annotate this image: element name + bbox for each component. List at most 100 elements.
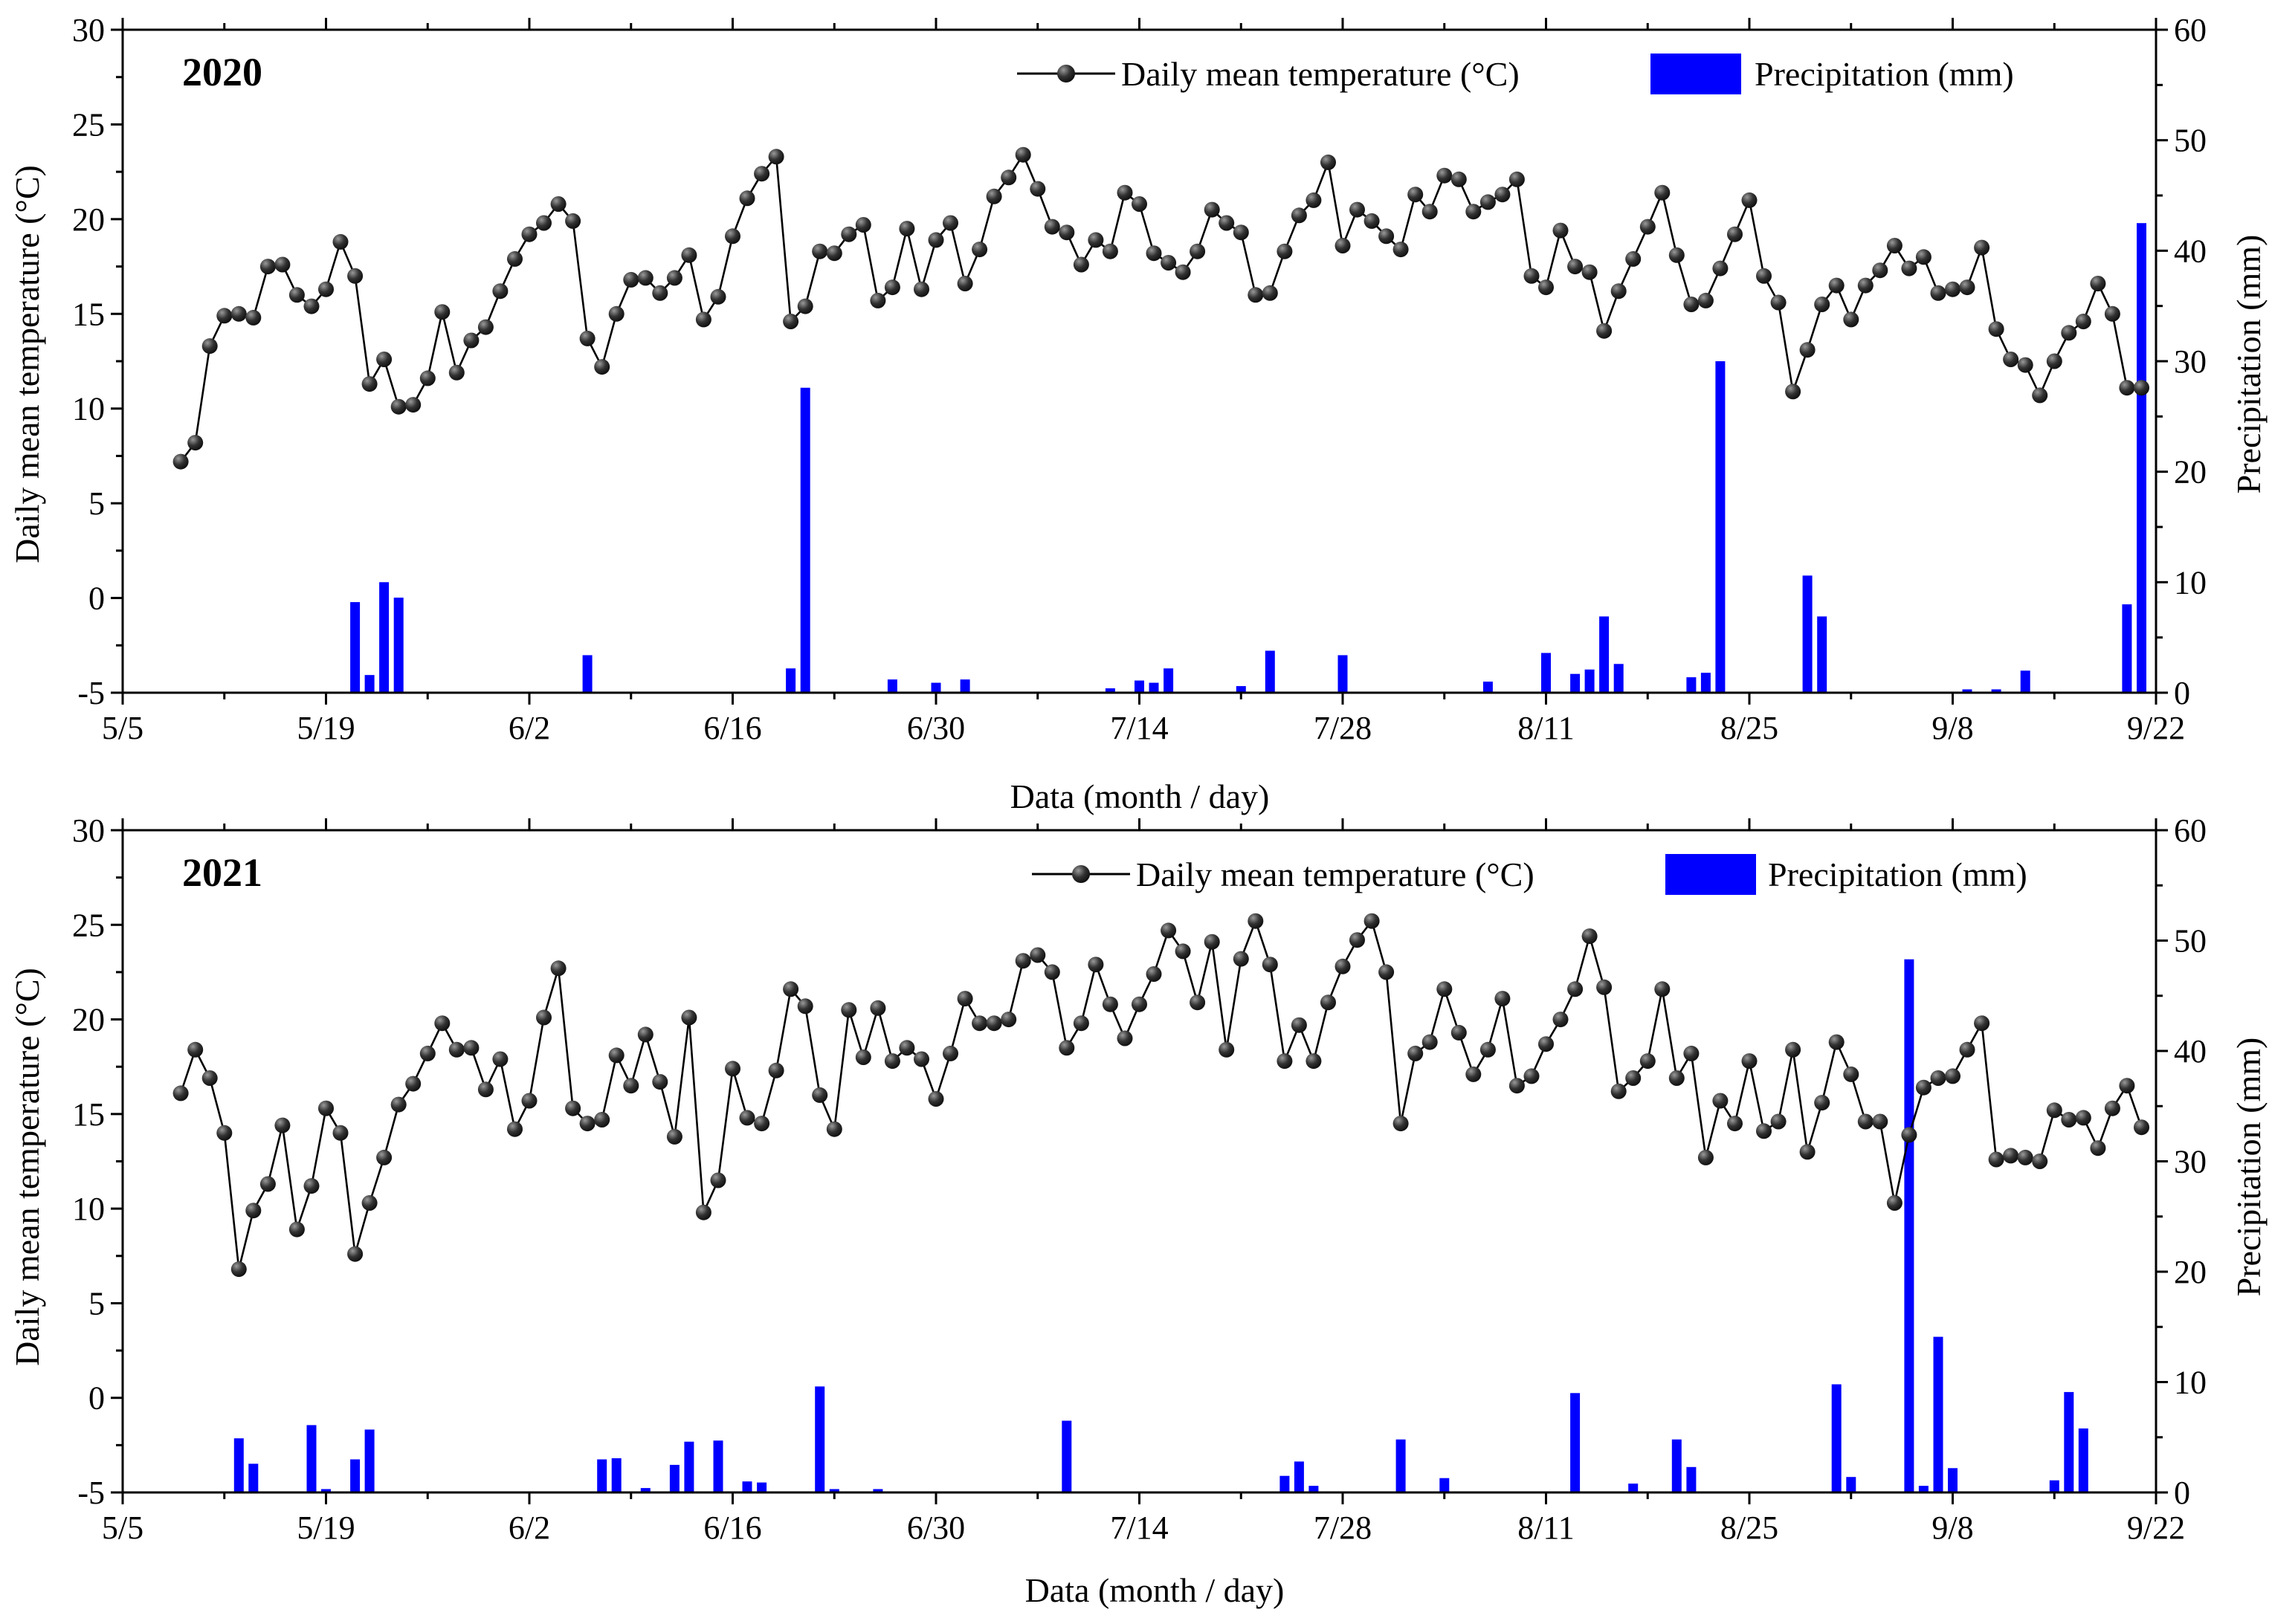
- temperature-point: [2032, 387, 2048, 404]
- temperature-point: [666, 1128, 682, 1145]
- precip-bar: [1164, 668, 1174, 693]
- temperature-line: [179, 918, 2143, 1269]
- temperature-point: [1132, 196, 1147, 212]
- temperature-point: [928, 232, 944, 248]
- temperature-point: [565, 1100, 581, 1116]
- temperature-point: [1770, 294, 1787, 311]
- temperature-point: [259, 1176, 276, 1192]
- precip-bar: [2122, 604, 2132, 693]
- precip-bar: [364, 1429, 375, 1492]
- precip-bar: [1135, 680, 1144, 693]
- y-left-tick-label: -5: [77, 675, 105, 711]
- temperature-point: [681, 1009, 697, 1026]
- temperature-point: [274, 256, 291, 273]
- temperature-point: [2003, 352, 2019, 367]
- legend-precipitation-swatch: [1665, 854, 1756, 895]
- precip-bar: [1395, 1439, 1406, 1492]
- temperature-point: [1204, 934, 1220, 950]
- temperature-point: [1407, 187, 1424, 203]
- precip-bar: [1541, 653, 1551, 693]
- x-axis-title-2021: Data (month / day): [1025, 1571, 1285, 1609]
- temperature-point: [1175, 943, 1191, 960]
- temperature-point: [201, 338, 218, 355]
- y-left-tick-label: 15: [72, 1096, 105, 1133]
- temperature-point: [783, 314, 799, 329]
- precip-bar: [1236, 686, 1246, 693]
- x-tick-label: 6/16: [703, 1510, 761, 1546]
- temperature-point: [216, 1125, 233, 1141]
- temperature-point: [2017, 1149, 2033, 1165]
- temperature-point: [623, 1078, 639, 1094]
- y-left-tick-label: 5: [88, 1285, 105, 1321]
- temperature-point: [710, 288, 726, 305]
- precip-bar: [1933, 1336, 1943, 1492]
- temperature-point: [1814, 1095, 1830, 1111]
- temperature-point: [463, 1040, 480, 1056]
- temperature-point: [1479, 194, 1496, 210]
- temperature-point: [972, 242, 988, 258]
- temperature-point: [1523, 1068, 1540, 1084]
- temperature-point: [230, 305, 247, 322]
- precip-bar: [321, 1489, 331, 1492]
- temperature-point: [1102, 243, 1118, 259]
- temperature-point: [943, 1045, 958, 1061]
- precip-bar: [1817, 616, 1827, 693]
- temperature-point: [2046, 1102, 2062, 1119]
- temperature-point: [579, 1116, 596, 1132]
- temperature-point: [1450, 171, 1467, 187]
- legend-precipitation-swatch: [1650, 54, 1741, 94]
- y-right-tick-label: 40: [2174, 1033, 2207, 1070]
- x-axis-title-2020: Data (month / day): [1010, 777, 1270, 815]
- precip-bar: [1948, 1468, 1958, 1492]
- temperature-point: [1988, 1151, 2004, 1168]
- precip-bar: [1628, 1484, 1639, 1492]
- temperature-point: [1508, 171, 1525, 187]
- temperature-point: [1872, 1113, 1888, 1130]
- y-right-tick-label: 50: [2174, 123, 2207, 159]
- temperature-point: [725, 228, 740, 245]
- temperature-point: [1959, 279, 1975, 296]
- temperature-point: [1320, 154, 1336, 170]
- temperature-point: [695, 311, 711, 328]
- temperature-point: [1190, 994, 1206, 1011]
- temperature-point: [2090, 276, 2106, 291]
- temperature-point: [1901, 260, 1917, 276]
- temperature-point: [695, 1204, 711, 1220]
- x-tick-label: 8/11: [1517, 1510, 1575, 1546]
- temperature-point: [1799, 1144, 1816, 1160]
- temperature-point: [855, 217, 871, 233]
- x-tick-label: 9/8: [1931, 1510, 1973, 1546]
- temperature-point: [1146, 245, 1162, 262]
- temperature-point: [1552, 222, 1569, 239]
- y-axis-title-right-2020: Precipitation (mm): [2230, 235, 2268, 494]
- temperature-point: [303, 298, 320, 314]
- temperature-point: [390, 398, 407, 415]
- chart-2021: 5/5 5/19 6/2 6/16 6/30 7/14 7/28 8/11 8/25 9/8 9/2…: [8, 812, 2268, 1609]
- y-right-tick-label: 60: [2174, 12, 2207, 48]
- temperature-point: [1015, 953, 1031, 969]
- precip-bar: [1062, 1420, 1072, 1492]
- temperature-point: [826, 1121, 842, 1137]
- temperature-point: [1277, 243, 1293, 259]
- temperature-point: [1639, 219, 1656, 235]
- temperature-point: [245, 309, 262, 326]
- temperature-point: [725, 1061, 740, 1077]
- temperature-point: [405, 1075, 422, 1092]
- temperature-point: [550, 960, 567, 977]
- temperature-point: [288, 287, 305, 303]
- precip-bar: [393, 598, 404, 693]
- x-tick-label: 8/11: [1517, 710, 1575, 746]
- temperature-point: [768, 149, 784, 165]
- precip-bar: [1846, 1477, 1856, 1492]
- temperature-point: [1059, 224, 1075, 241]
- temperature-point: [1625, 1070, 1642, 1086]
- temperature-point: [1044, 964, 1060, 980]
- precip-bar: [1686, 1466, 1697, 1492]
- temperature-point: [536, 1009, 552, 1026]
- temperature-point: [1538, 1036, 1554, 1052]
- temperature-point: [1378, 228, 1395, 245]
- legend-2020: Daily mean temperature (°C) Precipitatio…: [1017, 54, 2014, 94]
- axes-2020: 5/5 5/19 6/2 6/16 6/30 7/14 7/28 8/11 8/25 9/8 9/2…: [72, 12, 2207, 746]
- temperature-point: [2003, 1148, 2019, 1164]
- temperature-point: [1697, 1149, 1714, 1165]
